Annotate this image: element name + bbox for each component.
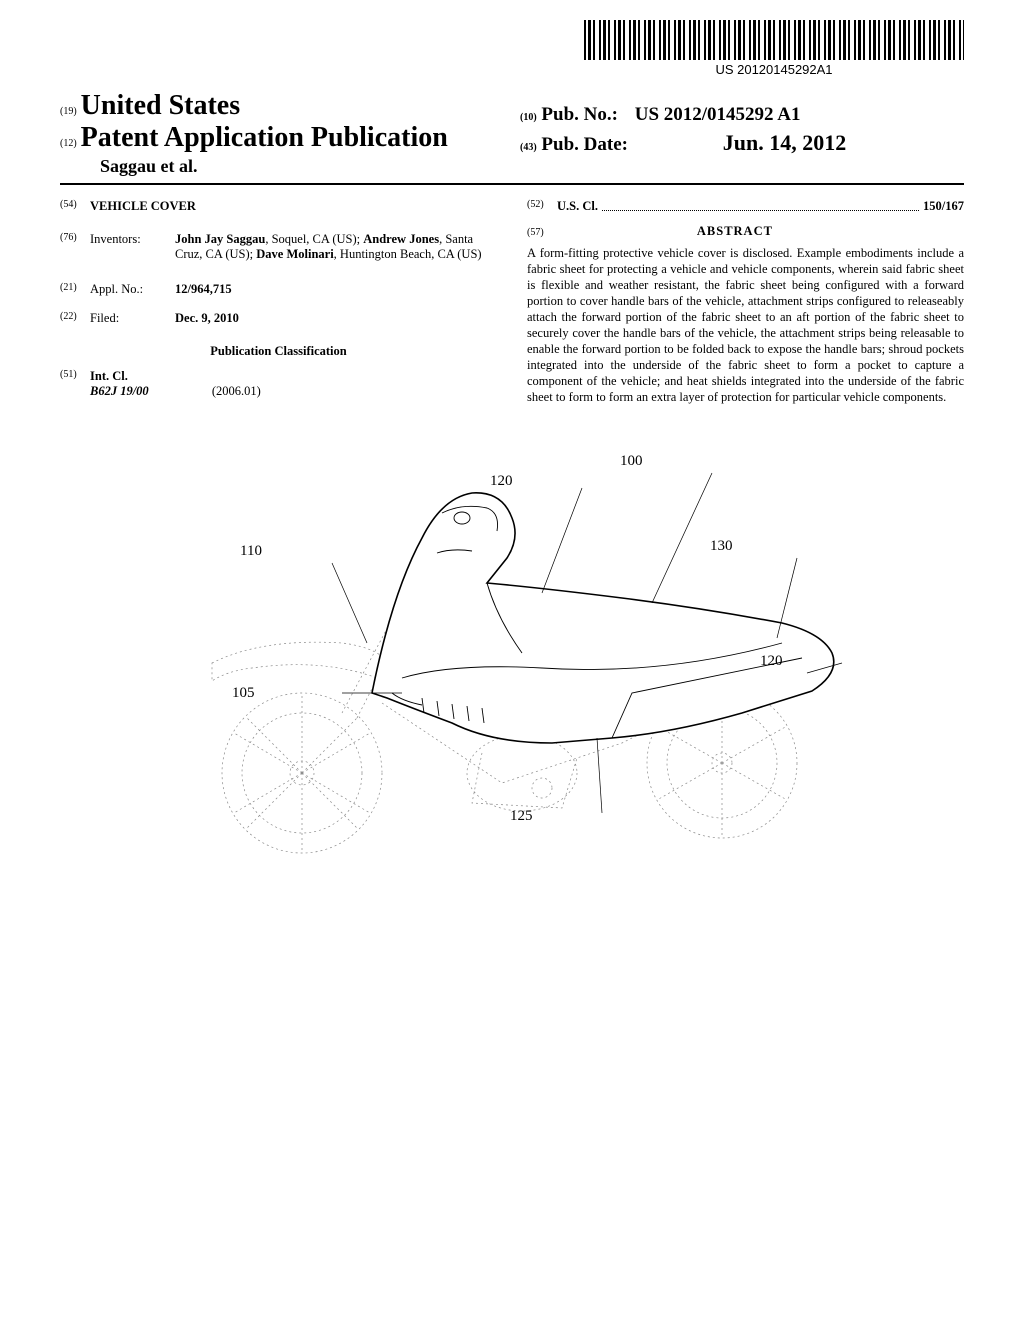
inventor-name: John Jay Saggau <box>175 232 265 246</box>
bibliographic: (54) VEHICLE COVER (76) Inventors: John … <box>60 199 964 413</box>
appl-no: 12/964,715 <box>175 282 497 297</box>
intcl-year: (2006.01) <box>212 384 261 398</box>
ref-105: 105 <box>232 685 255 702</box>
intcl-block: Int. Cl. B62J 19/00 (2006.01) <box>90 369 261 399</box>
uscl-code: (52) <box>527 199 557 214</box>
header-right: (10) Pub. No.: US 2012/0145292 A1 (43) P… <box>520 104 846 156</box>
pub-date-label: Pub. Date: <box>541 134 628 155</box>
uscl-row: (52) U.S. Cl. 150/167 <box>527 199 964 214</box>
inventor-loc: , Soquel, CA (US); <box>265 232 363 246</box>
pub-class-title: Publication Classification <box>60 344 497 359</box>
inventors-label: Inventors: <box>90 232 175 262</box>
abstract-header: (57) ABSTRACT <box>527 224 964 245</box>
authors-line: Saggau et al. <box>100 156 964 177</box>
inventors-code: (76) <box>60 232 90 262</box>
uscl-label: U.S. Cl. <box>557 199 598 214</box>
filed-date: Dec. 9, 2010 <box>175 311 497 326</box>
country-code: (19) <box>60 106 77 117</box>
ref-100: 100 <box>620 453 643 470</box>
abstract-text: A form-fitting protective vehicle cover … <box>527 245 964 405</box>
inventors-value: John Jay Saggau, Soquel, CA (US); Andrew… <box>175 232 497 262</box>
ref-120: 120 <box>490 473 513 490</box>
pub-date: Jun. 14, 2012 <box>723 130 846 155</box>
figure: 100 120 110 130 120 105 125 <box>60 443 964 923</box>
barcode-block: US 20120145292A1 <box>584 20 964 77</box>
pub-no-label: Pub. No.: <box>541 104 618 125</box>
pub-no: US 2012/0145292 A1 <box>635 104 801 125</box>
pub-no-code: (10) <box>520 112 537 123</box>
pub-date-code: (43) <box>520 142 537 153</box>
inventor-name: Andrew Jones <box>363 232 439 246</box>
intcl-row: (51) Int. Cl. B62J 19/00 (2006.01) <box>60 369 497 399</box>
abstract-title: ABSTRACT <box>560 224 910 239</box>
dotted-leader <box>602 199 919 211</box>
header-rule <box>60 183 964 185</box>
pub-type-code: (12) <box>60 138 77 149</box>
ref-110: 110 <box>240 543 262 560</box>
right-column: (52) U.S. Cl. 150/167 (57) ABSTRACT A fo… <box>527 199 964 413</box>
pub-type: Patent Application Publication <box>81 122 448 153</box>
title-row: (54) VEHICLE COVER <box>60 199 497 214</box>
intcl-label: Int. Cl. <box>90 369 261 384</box>
title-code: (54) <box>60 199 90 214</box>
inventor-name: Dave Molinari <box>256 247 333 261</box>
left-column: (54) VEHICLE COVER (76) Inventors: John … <box>60 199 497 413</box>
appl-code: (21) <box>60 282 90 297</box>
inventors-row: (76) Inventors: John Jay Saggau, Soquel,… <box>60 232 497 262</box>
uscl-value: 150/167 <box>923 199 964 214</box>
abstract-code: (57) <box>527 227 557 238</box>
filed-label: Filed: <box>90 311 175 326</box>
appl-row: (21) Appl. No.: 12/964,715 <box>60 282 497 297</box>
barcode-graphic <box>584 20 964 60</box>
filed-code: (22) <box>60 311 90 326</box>
country: United States <box>81 90 240 121</box>
intcl-value: B62J 19/00 <box>90 384 149 398</box>
ref-120: 120 <box>760 653 783 670</box>
ref-125: 125 <box>510 808 533 825</box>
intcl-code: (51) <box>60 369 90 399</box>
appl-label: Appl. No.: <box>90 282 175 297</box>
barcode-text: US 20120145292A1 <box>584 62 964 77</box>
filed-row: (22) Filed: Dec. 9, 2010 <box>60 311 497 326</box>
inventor-loc: , Huntington Beach, CA (US) <box>334 247 482 261</box>
invention-title: VEHICLE COVER <box>90 199 196 214</box>
ref-130: 130 <box>710 538 733 555</box>
